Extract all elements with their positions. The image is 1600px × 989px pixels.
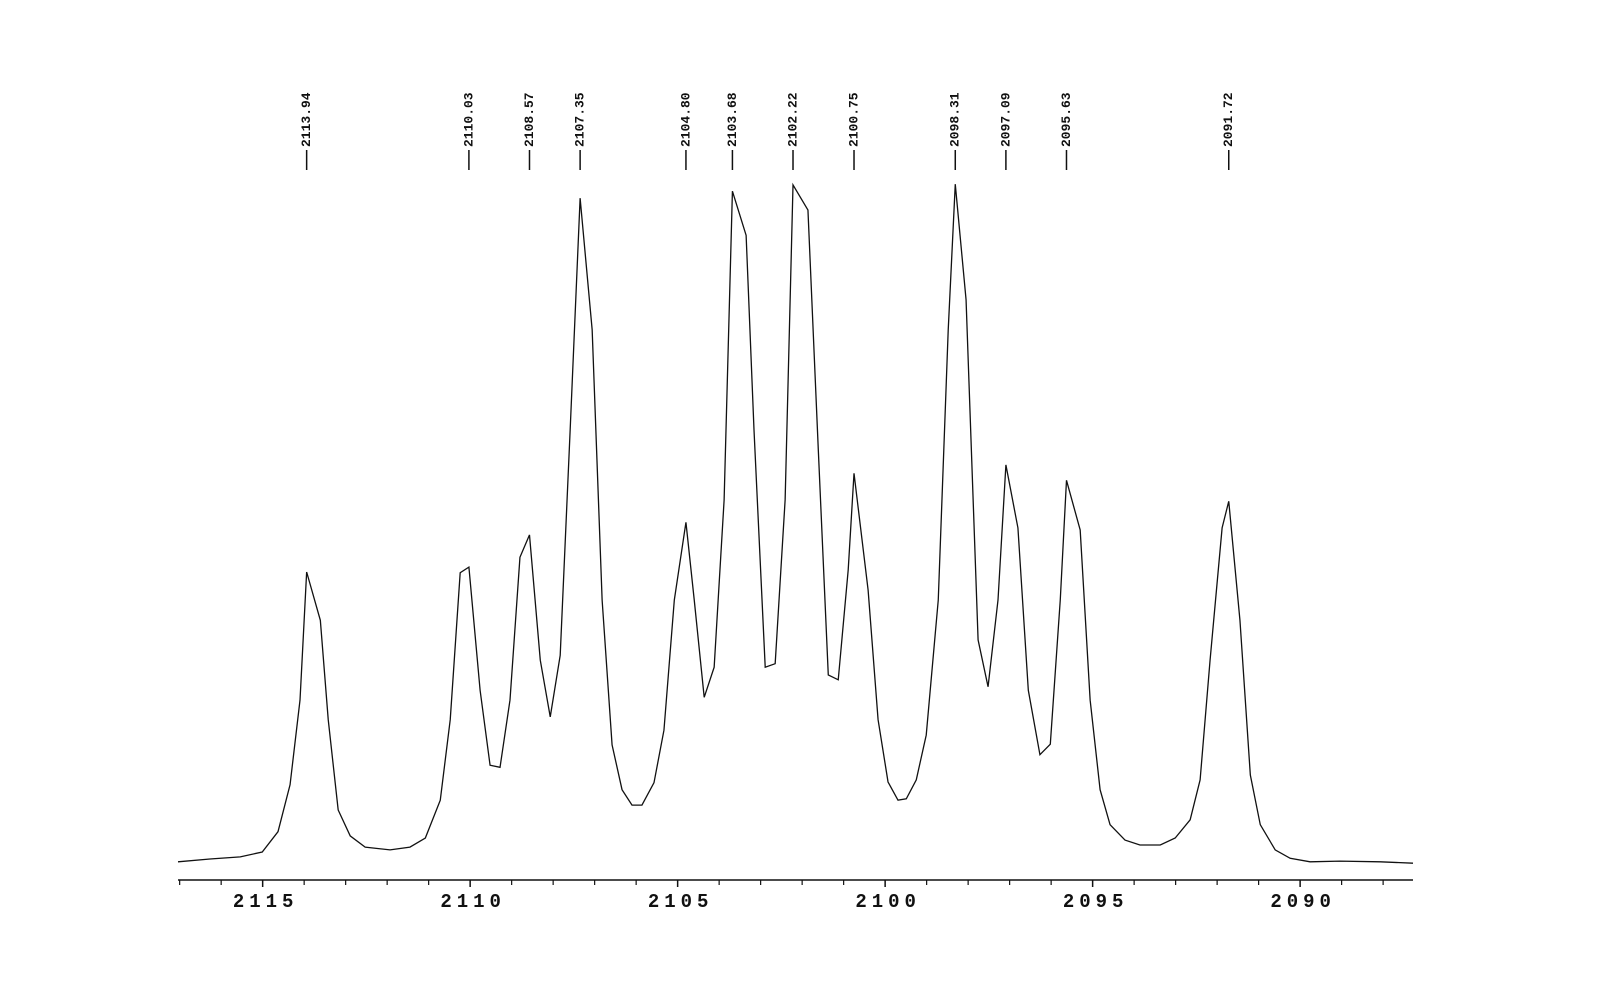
spectrum-line	[177, 182, 1414, 864]
x-tick-label: 2095	[1063, 891, 1129, 913]
x-tick-label: 2105	[648, 891, 714, 913]
x-tick-label: 2100	[855, 891, 921, 913]
peak-label: 2110.03	[461, 92, 476, 147]
x-tick-label: 2115	[233, 891, 299, 913]
peak-label: 2113.94	[299, 92, 314, 147]
peak-label: 2100.75	[846, 92, 861, 147]
peak-label: 2095.63	[1059, 92, 1074, 147]
x-tick-label: 2090	[1270, 891, 1336, 913]
peak-label: 2103.68	[725, 92, 740, 147]
x-tick-label: 2110	[440, 891, 506, 913]
peak-label: 2107.35	[573, 92, 588, 147]
peak-label: 2108.57	[522, 92, 537, 147]
peak-label: 2091.72	[1221, 92, 1236, 147]
peak-label: 2098.31	[948, 92, 963, 147]
peak-label: 2097.09	[998, 92, 1013, 147]
peak-label: 2102.22	[785, 92, 800, 147]
peak-label: 2104.80	[678, 92, 693, 147]
